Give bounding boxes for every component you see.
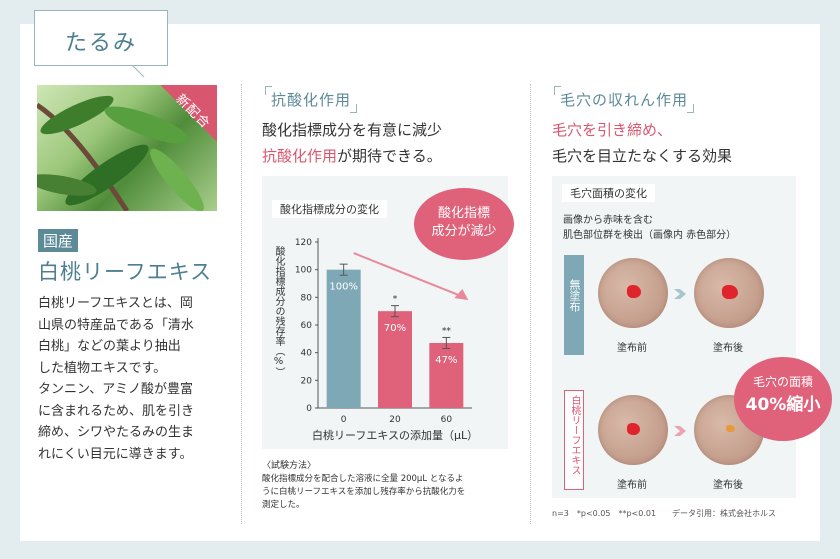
description-line: れにくい目元に導きます。 <box>38 446 193 462</box>
after-label: 塗布後 <box>713 480 743 491</box>
pores-card-sub2: 肌色部位群を検出（画像内 赤色部分） <box>563 230 737 241</box>
y-tick-label: 100 <box>295 266 312 276</box>
arrow-icon <box>674 426 686 436</box>
pores-line2: 毛穴を目立たなくする効果 <box>552 147 733 165</box>
bar <box>326 269 361 408</box>
ingredient-name: 白桃リーフエキス <box>38 260 213 284</box>
test-method-text: 酸化指標成分を配合した溶液に全量 200μL となるよ うに白桃リーフエキスを添… <box>262 473 508 512</box>
bubble-line: 40%縮小 <box>745 395 821 415</box>
y-tick-label: 0 <box>306 404 312 414</box>
bubble-line: 毛穴の面積 <box>752 375 813 389</box>
bubble-line: 成分が減少 <box>431 224 497 239</box>
description-line: に含まれるため、肌を引き <box>38 403 195 419</box>
oxidation-bubble <box>414 188 514 260</box>
row2-label-text: 白桃リーフエキス <box>569 395 580 475</box>
test-method-line: 測定した。 <box>262 500 305 510</box>
test-method-line: 酸化指標成分を配合した溶液に全量 200μL となるよ <box>262 474 464 484</box>
skin-before-treated <box>598 395 668 465</box>
pores-card-title: 毛穴面積の変化 <box>562 184 655 202</box>
bar-chart: 0 20 40 60 80 100 120 100% 0 70% * 20 47% ** 60 <box>295 238 472 425</box>
category-tab-title: たるみ <box>64 31 137 56</box>
y-tick-label: 20 <box>301 376 313 386</box>
description-line: 山県の特産品である「清水 <box>38 317 194 333</box>
y-tick-label: 120 <box>295 238 312 248</box>
pores-footnote: n=3 *p<0.05 **p<0.01 データ引用：株式会社ホルス <box>552 509 777 518</box>
row2-label: 白桃リーフエキス <box>564 390 584 490</box>
description-line: 締め、シワやたるみの生ま <box>38 425 195 440</box>
description-line: タンニン、アミノ酸が豊富 <box>38 382 193 397</box>
pores-card-sub1: 画像から赤味を含む <box>563 215 653 226</box>
antioxidant-line2: 抗酸化作用が期待できる。 <box>262 145 442 166</box>
pore-bubble <box>734 357 832 441</box>
antioxidant-line2-rest: が期待できる。 <box>337 147 442 165</box>
row1-label-text: 無塗布 <box>568 279 581 312</box>
skin-after-untreated <box>694 258 764 328</box>
pore-bubble-text: 毛穴の面積 40%縮小 <box>734 373 832 415</box>
significance-mark: * <box>393 295 398 305</box>
pore-spot <box>627 285 641 298</box>
before-label: 塗布前 <box>617 480 647 491</box>
test-method-title: 〈試験方法〉 <box>262 461 317 471</box>
leaf-illustration <box>37 95 204 211</box>
arrow-icon <box>674 289 686 299</box>
bar-value-label: 47% <box>435 355 457 366</box>
skin-before-untreated <box>598 258 668 328</box>
antioxidant-heading: 抗酸化作用 <box>264 86 358 113</box>
bar-value-label: 100% <box>329 282 358 293</box>
pore-spot <box>722 285 738 299</box>
column-divider <box>241 84 242 524</box>
antioxidant-line1: 酸化指標成分を有意に減少 <box>262 121 443 139</box>
bar-value-label: 70% <box>384 323 406 334</box>
column-divider <box>530 84 531 524</box>
description-line: した植物エキスです。 <box>38 360 167 376</box>
origin-badge: 国産 <box>38 229 79 252</box>
y-tick-label: 60 <box>301 321 313 331</box>
leaf-photo: 新配合 <box>37 85 217 211</box>
bar <box>378 311 412 408</box>
x-tick-label: 60 <box>441 415 453 425</box>
row1-label: 無塗布 <box>564 255 584 355</box>
chart-xlabel: 白桃リーフエキスの添加量（μL） <box>312 429 479 442</box>
bar <box>429 342 464 408</box>
pore-spot <box>726 425 735 432</box>
test-method-line: うに白桃リーフエキスを添加し残存率から抗酸化力を <box>262 487 466 497</box>
antioxidant-highlight: 抗酸化作用 <box>262 147 338 165</box>
pore-spot <box>627 423 640 435</box>
decrease-arrowhead <box>454 289 469 301</box>
before-label: 塗布前 <box>617 343 647 354</box>
description-line: 白桃」などの葉より抽出 <box>38 339 181 354</box>
significance-mark: ** <box>442 326 452 336</box>
x-tick-label: 20 <box>389 415 401 425</box>
tab-pointer <box>131 65 145 78</box>
x-tick-label: 0 <box>341 415 347 425</box>
after-label: 塗布後 <box>713 343 743 354</box>
chart-title: 酸化指標成分の変化 <box>272 200 387 218</box>
bubble-line: 酸化指標 <box>437 206 490 221</box>
y-tick-label: 40 <box>301 349 313 359</box>
decrease-arrow <box>353 252 465 299</box>
description-line: 白桃リーフエキスとは、岡 <box>38 296 193 311</box>
chart-ylabel: 酸化指標成分の残存率（%） <box>273 246 284 377</box>
pores-line1: 毛穴を引き締め、 <box>552 121 673 139</box>
pores-heading: 毛穴の収れん作用 <box>553 86 695 113</box>
y-tick-label: 80 <box>301 293 313 303</box>
category-tab: たるみ <box>34 10 168 66</box>
oxidation-bubble-text: 酸化指標 成分が減少 <box>414 205 514 241</box>
ingredient-description: 白桃リーフエキスとは、岡 山県の特産品である「清水 白桃」などの葉より抽出 した… <box>38 293 228 465</box>
